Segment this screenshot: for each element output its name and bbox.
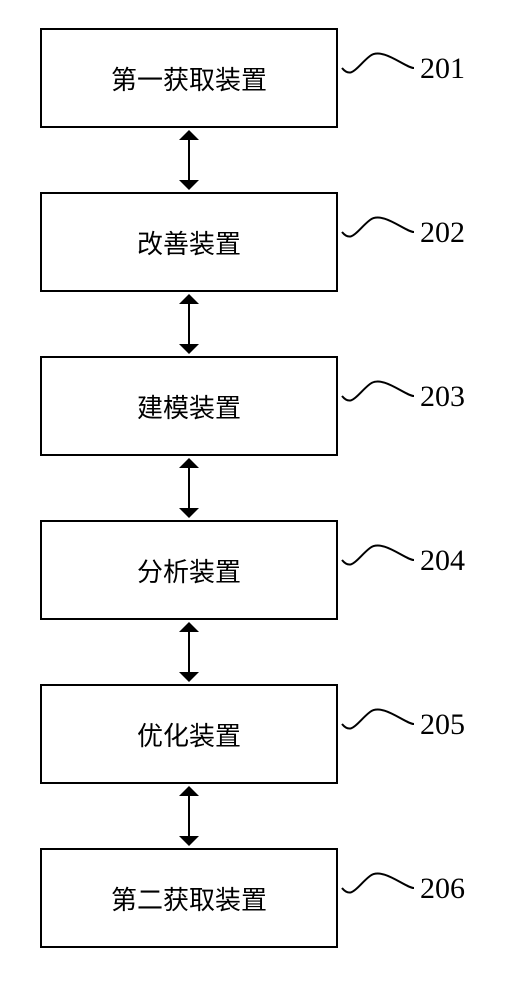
flow-node-n3: 建模装置	[40, 356, 338, 456]
flow-node-label: 改善装置	[137, 224, 241, 261]
callout-curve	[340, 708, 416, 740]
callout-curve	[340, 52, 416, 84]
flow-node-label: 优化装置	[137, 716, 241, 753]
flow-node-label: 建模装置	[137, 388, 241, 425]
callout-curve	[340, 872, 416, 904]
callout-curve	[340, 216, 416, 248]
flow-node-n5: 优化装置	[40, 684, 338, 784]
flow-node-label: 分析装置	[137, 552, 241, 589]
callout-label: 203	[420, 380, 465, 414]
flow-node-label: 第二获取装置	[111, 880, 267, 917]
flow-node-n2: 改善装置	[40, 192, 338, 292]
flow-node-n6: 第二获取装置	[40, 848, 338, 948]
callout-curve	[340, 544, 416, 576]
callout-label: 204	[420, 544, 465, 578]
callout-label: 202	[420, 216, 465, 250]
flow-node-n1: 第一获取装置	[40, 28, 338, 128]
callout-curve	[340, 380, 416, 412]
callout-label: 206	[420, 872, 465, 906]
callout-label: 201	[420, 52, 465, 86]
flowchart-canvas: 第一获取装置 201 改善装置 202 建模装置 203 分析装置 204 优化装置 205 第二获…	[0, 0, 526, 1000]
callout-label: 205	[420, 708, 465, 742]
flow-node-label: 第一获取装置	[111, 60, 267, 97]
flow-node-n4: 分析装置	[40, 520, 338, 620]
